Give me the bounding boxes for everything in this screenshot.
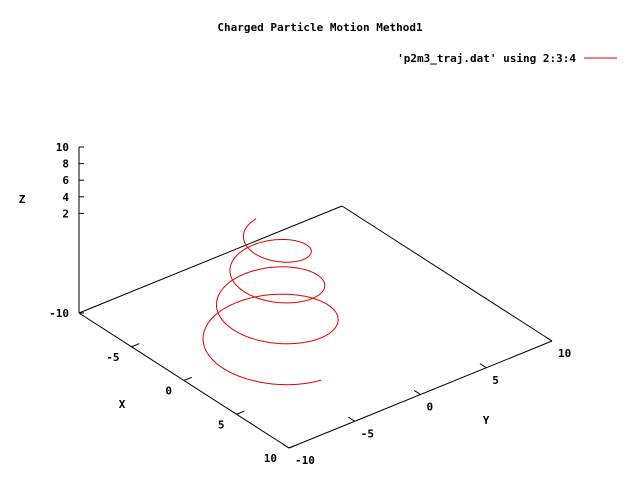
series-trajectory: [202, 218, 339, 386]
tick-labels: -5 0 5 10 -10 -5 0 5 10 -10 2 4 6 8 10: [49, 141, 571, 467]
x-tick-label: 10: [264, 452, 277, 465]
z-tick-label: 10: [56, 141, 69, 154]
y-tick-label: 0: [427, 401, 434, 414]
z-tick-label: 4: [62, 191, 69, 204]
z-axis-label: Z: [19, 193, 26, 206]
chart-title: Charged Particle Motion Method1: [217, 21, 423, 34]
x-tick-mark: [131, 343, 140, 348]
x-tick-label: -5: [106, 351, 119, 364]
legend: 'p2m3_traj.dat' using 2:3:4: [397, 52, 617, 65]
y-tick-label: -10: [295, 454, 315, 467]
z-tick-label: 2: [62, 207, 69, 220]
x-tick-label: 0: [165, 385, 172, 398]
legend-label: 'p2m3_traj.dat' using 2:3:4: [397, 52, 576, 65]
y-tick-label: 10: [558, 347, 571, 360]
axes-3d: [78, 146, 553, 449]
base-back-edge-x: [341, 205, 553, 342]
x-axis-label: X: [119, 398, 126, 411]
x-tick-label: 5: [218, 418, 225, 431]
y-tick-label: -5: [361, 427, 374, 440]
x-tick-mark: [183, 376, 193, 381]
y-tick-mark: [545, 336, 553, 342]
y-tick-mark: [282, 443, 290, 449]
y-tick-mark: [348, 416, 356, 422]
y-tick-label: 5: [492, 374, 499, 387]
x-tick-mark: [236, 410, 245, 415]
y-tick-mark: [479, 363, 487, 369]
z-tick-label: -10: [49, 307, 69, 320]
z-tick-label: 8: [62, 158, 69, 171]
x-tick-mark: [288, 444, 298, 449]
y-tick-mark: [413, 390, 421, 395]
z-tick-label: 6: [62, 174, 69, 187]
base-back-edge-y: [78, 205, 343, 314]
y-axis-label: Y: [483, 414, 490, 427]
